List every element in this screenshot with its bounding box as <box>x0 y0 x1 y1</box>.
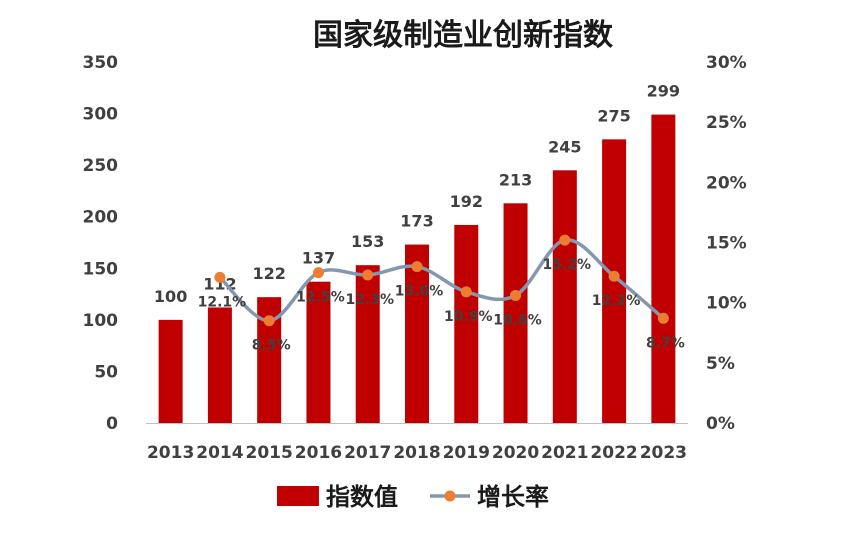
bar-value-label: 173 <box>400 212 433 231</box>
legend-label-line: 增长率 <box>477 483 549 511</box>
rate-value-label: 12.2% <box>592 293 641 309</box>
x-tick-label: 2015 <box>246 443 293 463</box>
x-tick-label: 2013 <box>147 443 194 463</box>
right-tick-label: 0% <box>706 414 735 434</box>
right-tick-label: 30% <box>706 53 747 73</box>
x-tick-label: 2021 <box>541 443 588 463</box>
rate-value-label: 13.0% <box>395 284 444 300</box>
legend-swatch-marker <box>444 490 456 502</box>
bar-value-label: 100 <box>154 287 187 306</box>
right-tick-label: 10% <box>706 294 747 314</box>
rate-marker <box>460 286 472 298</box>
rate-marker <box>559 234 571 246</box>
rate-marker <box>214 271 226 283</box>
bar <box>405 244 429 423</box>
bar <box>207 307 232 423</box>
x-tick-label: 2016 <box>295 443 342 463</box>
legend: 指数值 增长率 <box>277 483 549 511</box>
x-axis: 2013 2014 2015 2016 2017 2018 2019 2020 2021 2022… <box>147 443 687 463</box>
right-tick-label: 20% <box>706 173 747 193</box>
rate-marker <box>510 289 522 301</box>
right-axis: 0% 5% 10% 15% 20% 25% 30% <box>706 53 747 434</box>
legend-swatch-bar <box>277 486 319 506</box>
rate-marker <box>657 312 669 324</box>
rate-value-label: 10.9% <box>444 309 493 325</box>
rate-marker <box>312 267 324 279</box>
bar <box>355 265 380 423</box>
x-tick-label: 2014 <box>196 443 243 463</box>
bar-value-label: 245 <box>548 137 581 156</box>
x-tick-label: 2019 <box>443 443 490 463</box>
bar-series <box>158 114 676 424</box>
rate-value-label: 8.7% <box>646 335 685 351</box>
left-axis: 0 50 100 150 200 250 300 350 <box>83 53 119 434</box>
bar <box>651 114 676 424</box>
bar-value-label: 153 <box>351 232 384 251</box>
x-tick-label: 2022 <box>590 443 637 463</box>
rate-marker <box>411 261 423 273</box>
left-tick-label: 0 <box>106 414 118 434</box>
x-tick-label: 2020 <box>492 443 539 463</box>
bar <box>503 203 528 423</box>
right-tick-label: 15% <box>706 234 747 254</box>
chart-title: 国家级制造业创新指数 <box>313 18 614 53</box>
left-tick-label: 300 <box>83 105 119 125</box>
right-tick-label: 25% <box>706 113 747 133</box>
left-tick-label: 350 <box>83 53 119 73</box>
bar <box>158 319 183 423</box>
bar-value-label: 275 <box>597 106 630 125</box>
bar-value-label: 122 <box>252 264 285 283</box>
rate-value-label: 15.2% <box>543 257 592 273</box>
rate-value-label: 10.6% <box>493 312 542 328</box>
left-tick-label: 50 <box>94 362 118 382</box>
rate-labels: 12.1% 8.5% 12.5% 12.3%13.0%10.9% 10.6% 15.2% 1… <box>198 257 685 354</box>
left-tick-label: 100 <box>83 311 119 331</box>
rate-value-label: 12.5% <box>296 290 345 306</box>
rate-series <box>214 234 669 327</box>
left-tick-label: 250 <box>83 156 119 176</box>
rate-value-label: 8.5% <box>252 338 291 354</box>
bar <box>454 224 479 423</box>
left-tick-label: 150 <box>83 259 119 279</box>
rate-marker <box>263 315 275 327</box>
rate-value-label: 12.1% <box>198 294 247 310</box>
left-tick-label: 200 <box>83 208 119 228</box>
bar-value-label: 192 <box>450 192 483 211</box>
bar-value-label: 213 <box>499 170 532 189</box>
rate-marker <box>608 270 620 282</box>
rate-value-label: 12.3% <box>345 292 394 308</box>
bar-value-label: 137 <box>302 249 335 268</box>
right-tick-label: 5% <box>706 354 735 374</box>
legend-label-bar: 指数值 <box>326 483 398 511</box>
rate-line <box>218 238 666 323</box>
rate-marker <box>362 269 374 281</box>
x-tick-label: 2018 <box>393 443 440 463</box>
bar <box>552 170 577 423</box>
bar-value-label: 299 <box>647 82 680 101</box>
x-tick-label: 2023 <box>640 443 687 463</box>
bar <box>306 281 331 423</box>
x-tick-label: 2017 <box>344 443 391 463</box>
